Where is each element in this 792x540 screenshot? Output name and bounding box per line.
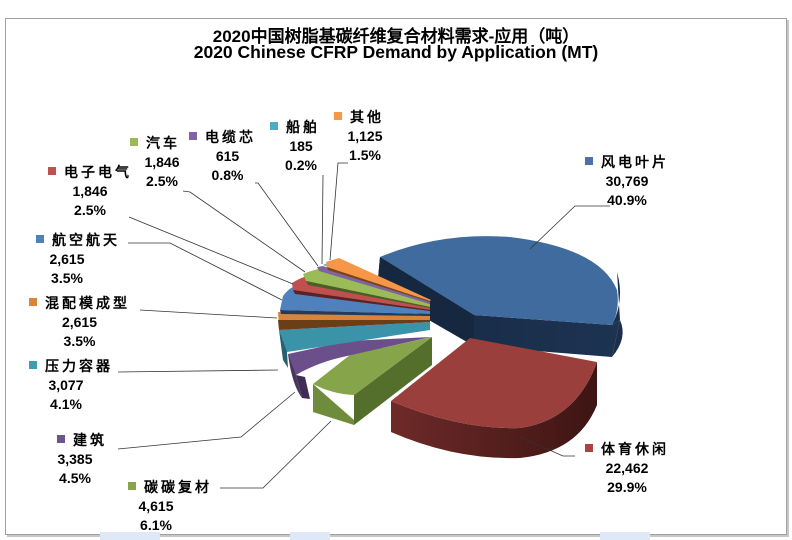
slice-molding-compounds [278, 312, 430, 330]
swatch-icon [585, 444, 593, 452]
watermark-fragment [600, 532, 650, 540]
swatch-icon [130, 138, 138, 146]
slice-sports-leisure [391, 338, 597, 459]
swatch-icon [29, 361, 37, 369]
swatch-icon [128, 482, 136, 490]
swatch-icon [270, 122, 278, 130]
swatch-icon [334, 112, 342, 120]
label-electronics: 电子电气 1,846 2.5% [48, 163, 132, 220]
chart-title-cn: 2020中国树脂基碳纤维复合材料需求-应用（吨） [212, 27, 580, 46]
slice-construction [288, 337, 431, 399]
slice-other [326, 258, 431, 302]
swatch-icon [189, 132, 197, 140]
leader-lines [117, 162, 610, 489]
slice-automotive [303, 269, 430, 308]
swatch-icon [57, 435, 65, 443]
swatch-icon [29, 298, 37, 306]
label-other: 其他 1,125 1.5% [334, 108, 384, 165]
slice-cable-core [317, 266, 430, 304]
label-construction: 建筑 3,385 4.5% [57, 432, 107, 486]
watermark-fragment [100, 532, 160, 540]
label-aerospace: 航空航天 2,615 3.5% [36, 231, 120, 288]
swatch-icon [585, 157, 593, 165]
label-pressure-vessels: 压力容器 3,077 4.1% [29, 357, 113, 414]
label-molding-compounds: 混配模成型 2,615 3.5% [29, 294, 130, 351]
swatch-icon [48, 167, 56, 175]
slice-pressure-vessels [279, 322, 430, 368]
label-cable-core: 电缆芯 615 0.8% [189, 128, 256, 185]
chart-title-en: 2020 Chinese CFRP Demand by Application … [193, 42, 599, 62]
label-cc-composites: 碳碳复材 4,615 6.1% [128, 478, 212, 535]
label-wind-blades: 风电叶片 30,769 40.9% [585, 153, 669, 210]
label-automotive: 汽车 1,846 2.5% [130, 134, 180, 191]
slice-cc-composites [313, 337, 432, 425]
label-marine: 船舶 185 0.2% [270, 118, 320, 175]
label-sports-leisure: 体育休闲 22,462 29.9% [585, 440, 669, 497]
swatch-icon [36, 235, 44, 243]
watermark-fragment [290, 532, 330, 540]
